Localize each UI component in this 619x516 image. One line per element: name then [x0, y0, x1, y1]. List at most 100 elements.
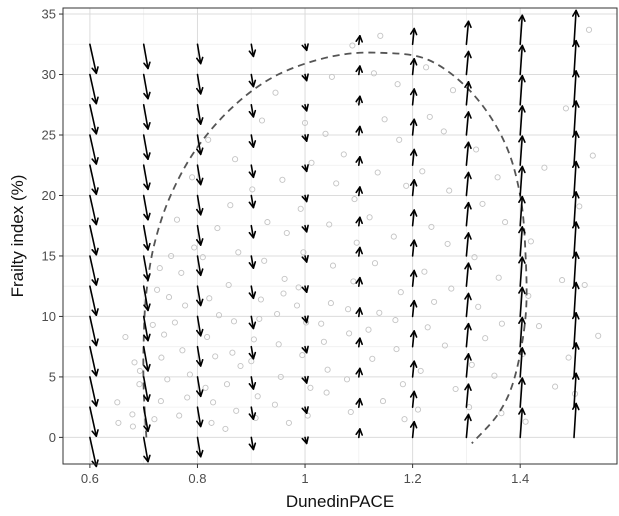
flow-arrow-head [196, 238, 204, 246]
flow-arrow [464, 322, 472, 348]
flow-arrow [142, 194, 151, 221]
flow-arrow-shaft [250, 224, 255, 239]
flow-arrow [464, 353, 472, 378]
scatter-point [258, 117, 266, 124]
flow-arrow-head [196, 268, 204, 277]
scatter-point [215, 312, 223, 319]
flow-arrow-head [196, 177, 204, 186]
scatter-point [347, 408, 354, 416]
flow-arrow-shaft [519, 195, 524, 227]
scatter-point [393, 346, 400, 353]
flow-arrow-head [248, 351, 257, 360]
x-tick-label: 0.8 [188, 471, 206, 486]
flow-arrow-shaft [142, 104, 149, 130]
flow-arrow-shaft [573, 70, 577, 106]
flow-arrow [301, 375, 309, 384]
scatter-point [421, 268, 428, 275]
flow-arrow [142, 315, 151, 342]
flow-arrow [409, 360, 418, 378]
flow-arrow [355, 156, 363, 166]
flow-arrow-head [355, 428, 363, 436]
flow-arrow-shaft [411, 179, 416, 197]
flow-arrow-shaft [573, 160, 577, 197]
scatter-point [452, 385, 459, 393]
flow-arrow-head [409, 179, 418, 187]
scatter-point [535, 323, 543, 330]
scatter-point [307, 384, 314, 391]
flow-arrow [355, 428, 363, 439]
flow-arrow-shaft [573, 342, 577, 378]
flow-arrow-shaft [519, 135, 524, 166]
scatter-point [351, 196, 358, 203]
flow-arrow-head [409, 209, 418, 217]
flow-arrow-head [248, 49, 257, 58]
flow-arrow-head [464, 111, 472, 119]
flow-arrow-head [409, 88, 418, 96]
flow-arrow [142, 224, 151, 251]
flow-arrow [409, 239, 418, 257]
flow-arrow [196, 194, 204, 216]
flow-arrow [572, 39, 580, 76]
flow-arrow-shaft [196, 255, 202, 277]
y-tick-label: 0 [49, 430, 56, 445]
flow-arrow-shaft [89, 73, 98, 105]
flow-arrow-shaft [465, 413, 470, 439]
flow-arrow-shaft [519, 226, 524, 257]
flow-arrow-head [91, 217, 99, 226]
scatter-point [214, 225, 221, 232]
scatter-point [179, 347, 186, 354]
flow-arrow-head [248, 230, 257, 239]
flow-arrow-shaft [519, 316, 524, 348]
flow-arrow-shaft [411, 299, 416, 318]
flow-arrow-shaft [196, 406, 202, 428]
scatter-point [295, 284, 302, 291]
flow-arrow-head [409, 269, 418, 278]
scatter-point [397, 289, 404, 296]
flow-arrow [89, 164, 99, 196]
flow-arrow-shaft [519, 165, 524, 197]
flow-arrow-shaft [411, 420, 416, 439]
flow-arrow-shaft [465, 353, 470, 378]
flow-arrow [196, 73, 204, 95]
flow-arrow-shaft [142, 194, 149, 221]
scatter-point [223, 381, 231, 388]
scatter-point [182, 302, 189, 309]
flow-arrow-head [301, 406, 309, 414]
flow-arrow-head [301, 103, 309, 112]
flow-arrow [409, 179, 418, 197]
flow-arrow [301, 254, 309, 263]
flow-arrow [142, 164, 151, 191]
scatter-point [502, 219, 509, 226]
flow-arrow [464, 383, 472, 409]
flow-arrow-shaft [465, 201, 470, 227]
flow-arrow [248, 345, 257, 360]
flow-arrow-head [248, 321, 257, 330]
flow-arrow [301, 103, 309, 112]
flow-arrow [355, 307, 363, 318]
scatter-point [565, 354, 572, 361]
flow-arrow-head [143, 273, 151, 281]
flow-arrow-shaft [250, 376, 255, 390]
flow-arrow-shaft [142, 224, 149, 251]
scatter-point [229, 349, 236, 356]
flow-arrow-head [355, 65, 363, 73]
flow-arrow-shaft [89, 134, 98, 165]
flow-arrow-shaft [196, 345, 202, 367]
scatter-point [419, 168, 426, 175]
flow-arrow-head [464, 413, 472, 422]
flow-arrow-head [196, 56, 204, 65]
flow-arrow-head [91, 126, 99, 135]
flow-arrow [572, 402, 580, 439]
flow-arrow-head [355, 246, 363, 255]
scatter-point [176, 412, 183, 419]
flow-arrow [572, 9, 580, 46]
flow-arrow-shaft [250, 436, 255, 451]
flow-arrow-shaft [573, 402, 577, 439]
flow-arrow-head [248, 79, 257, 88]
scatter-point [261, 257, 268, 264]
flow-arrow-shaft [411, 390, 416, 409]
scatter-point [525, 292, 532, 299]
flow-arrow-head [409, 299, 418, 308]
scatter-points [114, 26, 602, 432]
scatter-point [322, 130, 329, 137]
